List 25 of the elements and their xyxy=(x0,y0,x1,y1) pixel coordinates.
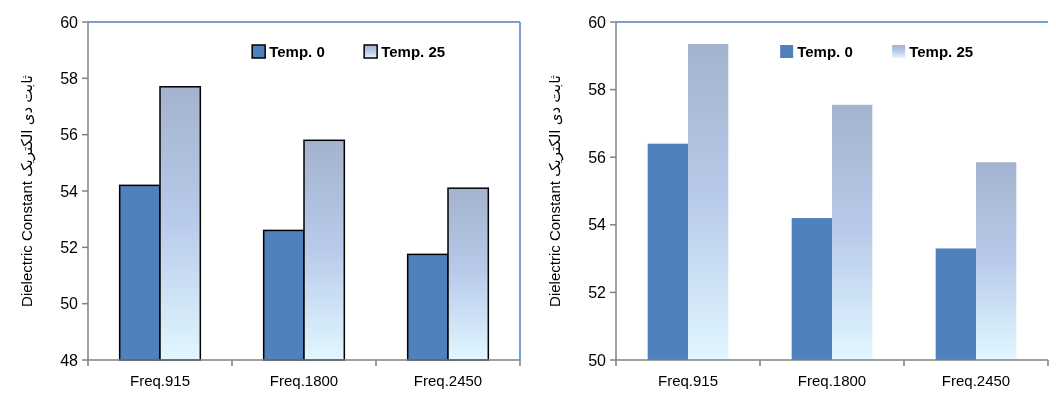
x-tick-label: Freq.1800 xyxy=(269,372,339,389)
y-tick-label: 54 xyxy=(60,182,79,200)
y-tick-label: 56 xyxy=(60,126,79,144)
legend-label: Temp. 0 xyxy=(269,43,325,61)
y-tick-label: 48 xyxy=(60,351,79,369)
y-tick-label: 54 xyxy=(588,216,607,234)
y-tick-label: 52 xyxy=(588,284,607,301)
x-tick-label: Freq.1800 xyxy=(797,372,867,389)
legend-label: Temp. 25 xyxy=(381,43,446,61)
x-tick-label: Freq.2450 xyxy=(941,372,1011,389)
y-tick-label: 58 xyxy=(60,69,79,87)
y-tick-label: 50 xyxy=(60,295,79,313)
legend-label: Temp. 25 xyxy=(909,43,974,61)
y-tick-label: 52 xyxy=(60,238,79,256)
y-tick-label: 58 xyxy=(588,81,607,99)
y-axis-title: Dielectric Constant ثابت دی الکتریک xyxy=(18,75,36,307)
y-tick-label: 50 xyxy=(588,351,607,369)
x-tick-label: Freq.915 xyxy=(657,372,719,389)
legend-label: Temp. 0 xyxy=(797,43,853,61)
x-tick-label: Freq.915 xyxy=(129,372,191,389)
y-axis-title: Dielectric Constant ثابت دی الکتریک xyxy=(546,75,564,307)
y-tick-label: 56 xyxy=(588,148,607,166)
y-tick-label: 60 xyxy=(60,13,79,31)
x-tick-label: Freq.2450 xyxy=(413,372,483,389)
y-tick-label: 60 xyxy=(588,13,607,31)
